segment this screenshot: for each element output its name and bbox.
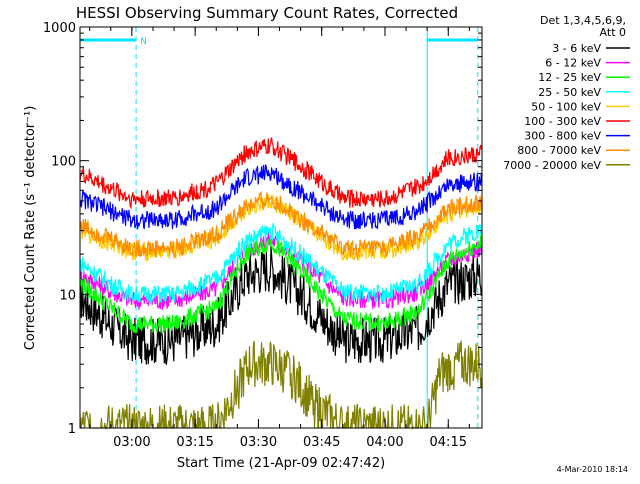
series-line-1 [79,232,483,310]
legend-entry-label: 7000 - 20000 keV [503,159,601,172]
date-stamp: 4-Mar-2010 18:14 [556,465,628,474]
y-axis-label: Corrected Count Rate (s⁻¹ detector⁻¹) [23,106,38,351]
legend-header-line-1: Det 1,3,4,5,6,9, [540,14,626,27]
series-line-2 [79,235,483,334]
y-tick-label: 1 [68,422,76,437]
legend-entry-label: 6 - 12 keV [545,57,601,70]
y-tick-label: 100 [51,155,76,170]
legend-entry-label: 12 - 25 keV [538,71,601,84]
legend: Det 1,3,4,5,6,9,Att 0 3 - 6 keV 6 - 12 keV… [503,14,630,172]
legend-header-line-2: Att 0 [600,26,626,39]
series-line-7 [79,190,483,260]
series-line-3 [79,222,483,306]
x-tick-label: 03:30 [240,435,277,450]
axes-layer: 1 10 100 1000 03:00 03:15 03:30 03:45 04:00 04:15 [43,21,483,450]
plot-frame [79,26,483,429]
x-tick-label: 04:15 [430,435,467,450]
legend-entry-label: 300 - 800 keV [524,130,601,143]
legend-entry-label: 100 - 300 keV [524,115,601,128]
x-tick-label: 03:45 [303,435,340,450]
night-marker-label: N [140,37,147,47]
y-tick-label: 10 [59,288,76,303]
x-tick-label: 03:15 [176,435,213,450]
y-tick-label: 1000 [43,21,76,36]
legend-entry-label: 50 - 100 keV [531,100,601,113]
x-tick-label: 04:00 [366,435,403,450]
legend-entry-label: 800 - 7000 keV [517,144,601,157]
plot-layer: N [79,27,483,431]
x-axis-label: Start Time (21-Apr-09 02:47:42) [177,456,385,471]
chart-title: HESSI Observing Summary Count Rates, Cor… [76,4,458,22]
series-line-5 [79,137,483,210]
series-line-6 [79,164,483,230]
series-line-0 [79,246,483,366]
x-tick-label: 03:00 [113,435,150,450]
legend-entry-label: 25 - 50 keV [538,86,601,99]
legend-entry-label: 3 - 6 keV [552,42,601,55]
